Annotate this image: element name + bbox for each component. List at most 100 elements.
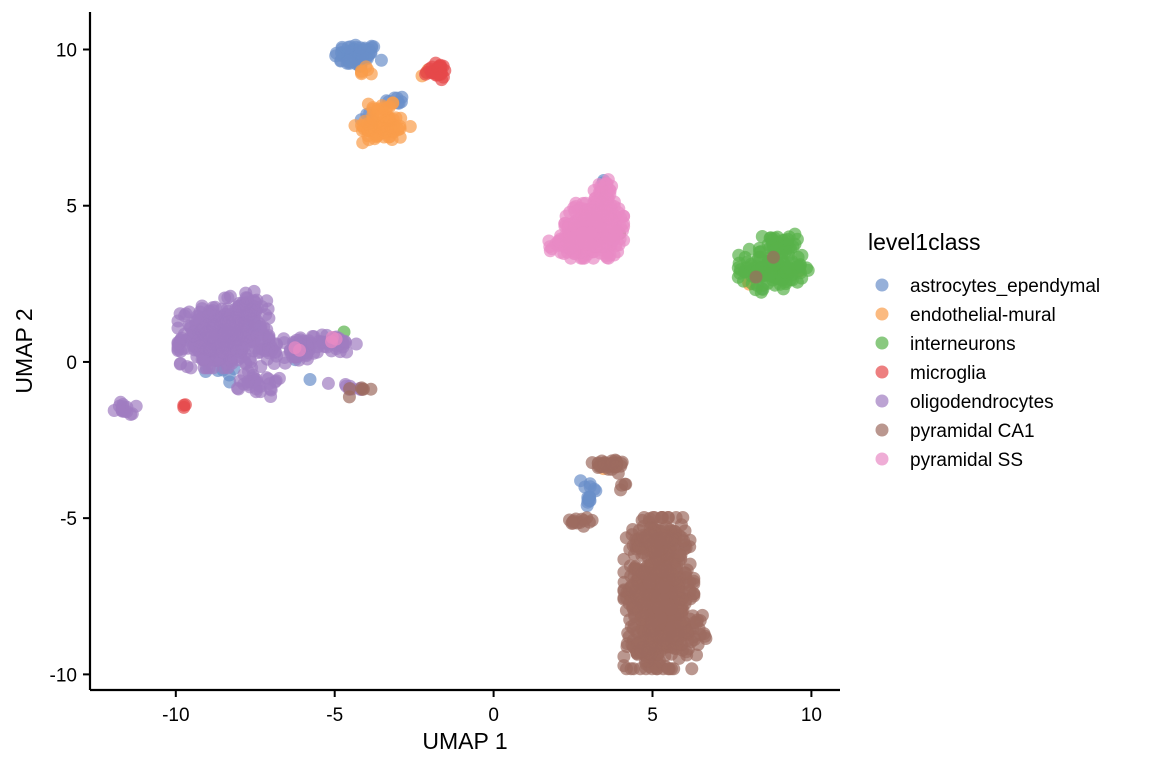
data-point <box>371 104 385 118</box>
data-point <box>353 41 367 55</box>
data-point <box>754 245 768 259</box>
data-point <box>629 601 643 615</box>
data-point <box>661 662 675 676</box>
y-axis-ticks: -10 -5 0 5 10 <box>50 40 90 686</box>
series-astrocytes-ependymal <box>199 38 780 513</box>
series-endothelial-mural <box>348 60 806 476</box>
data-point <box>342 54 355 68</box>
data-point <box>571 204 585 218</box>
data-point <box>685 662 699 676</box>
legend: level1class astrocytes_ependymal endothel… <box>868 229 1100 471</box>
data-point <box>386 96 400 110</box>
data-point <box>655 564 669 578</box>
x-tick-label: 5 <box>647 705 658 726</box>
data-point <box>329 49 343 63</box>
legend-key-oligodendrocytes <box>875 394 889 408</box>
data-point <box>293 331 307 345</box>
y-axis-title: UMAP 2 <box>11 308 37 393</box>
data-point <box>269 374 283 388</box>
data-point <box>636 566 650 580</box>
x-tick-label: -10 <box>162 705 189 726</box>
legend-label: oligodendrocytes <box>910 392 1054 413</box>
data-point <box>690 648 703 662</box>
data-point <box>576 226 590 240</box>
data-point <box>429 66 443 80</box>
legend-key-microglia <box>875 365 889 379</box>
data-point <box>184 361 198 375</box>
data-point <box>177 398 191 412</box>
data-point <box>171 314 185 328</box>
data-point <box>203 343 217 357</box>
data-point <box>676 511 690 524</box>
data-point <box>674 608 688 621</box>
y-tick-label: 10 <box>56 40 77 61</box>
data-point <box>764 231 778 245</box>
data-point <box>191 334 205 348</box>
data-point <box>393 130 407 144</box>
data-point <box>240 291 254 305</box>
data-point <box>243 353 257 366</box>
data-point <box>238 331 252 345</box>
data-point <box>206 320 220 334</box>
data-point <box>355 67 368 81</box>
data-point <box>749 270 763 284</box>
data-point <box>633 636 647 649</box>
data-point <box>349 337 363 351</box>
data-point <box>657 581 671 595</box>
data-point <box>675 637 689 651</box>
data-point <box>268 345 282 359</box>
legend-key-astrocytes-ependymal <box>875 278 889 292</box>
data-point <box>355 381 369 395</box>
data-point <box>303 373 317 386</box>
data-point <box>374 53 388 67</box>
data-point <box>587 184 601 197</box>
legend-label: pyramidal SS <box>910 450 1023 471</box>
data-point <box>403 120 417 133</box>
data-point <box>636 529 650 543</box>
data-point <box>599 249 613 263</box>
series-pyramidal-ca1 <box>342 224 780 676</box>
data-point <box>378 125 392 139</box>
data-point <box>643 641 657 655</box>
data-point <box>288 341 302 355</box>
data-point <box>341 40 355 54</box>
x-tick-label: 10 <box>801 705 822 726</box>
data-point <box>202 361 216 375</box>
legend-label: interneurons <box>910 334 1016 355</box>
data-point <box>664 602 678 616</box>
data-point <box>221 291 235 305</box>
data-point <box>364 67 378 81</box>
x-axis-ticks: -10 -5 0 5 10 <box>162 690 822 726</box>
data-point <box>741 255 755 269</box>
data-point <box>236 304 250 318</box>
data-point <box>665 647 678 661</box>
data-point <box>193 305 207 319</box>
data-point <box>577 519 591 533</box>
data-point <box>173 357 187 371</box>
data-point <box>617 650 631 663</box>
data-point <box>562 236 576 250</box>
plot-area <box>107 38 815 676</box>
data-point <box>241 375 255 389</box>
data-point <box>565 516 579 530</box>
data-point <box>129 399 143 413</box>
data-point <box>589 198 603 212</box>
data-point <box>742 242 756 256</box>
x-tick-label: 0 <box>488 705 499 726</box>
data-point <box>642 575 656 589</box>
data-point <box>679 566 693 580</box>
data-point <box>612 238 626 252</box>
data-point <box>231 381 244 395</box>
x-axis-title: UMAP 1 <box>422 728 507 754</box>
data-point <box>763 269 776 283</box>
legend-key-pyramidal-ss <box>875 452 889 466</box>
data-point <box>680 625 694 639</box>
series-pyramidal-ss <box>288 173 631 357</box>
y-tick-label: 5 <box>66 197 77 218</box>
data-point <box>356 136 370 150</box>
legend-key-pyramidal-ca1 <box>875 423 889 437</box>
y-tick-label: -10 <box>50 665 77 686</box>
y-tick-label: 0 <box>66 353 77 374</box>
data-point <box>773 277 787 291</box>
